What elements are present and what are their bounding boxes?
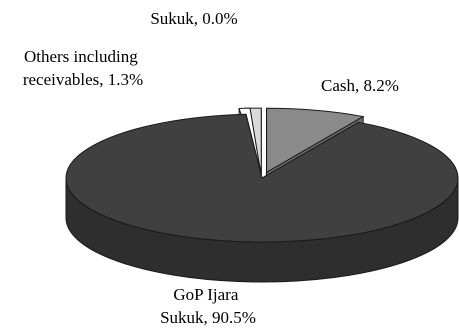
pie-labels: Cash, 8.2% GoP Ijara Sukuk, 90.5% Sukuk,… <box>23 9 399 327</box>
slice-1-top <box>65 113 459 243</box>
slice-label-gop-ijara-sukuk: GoP Ijara Sukuk, 90.5% <box>160 285 256 327</box>
slice-1 <box>65 113 459 283</box>
pie-slices <box>65 107 459 283</box>
slice-label-sukuk: Sukuk, 0.0% <box>150 9 237 28</box>
slice-0-top <box>266 107 365 174</box>
slice-label-cash: Cash, 8.2% <box>321 76 399 95</box>
slice-label-others: Others including receivables, 1.3% <box>23 47 143 89</box>
